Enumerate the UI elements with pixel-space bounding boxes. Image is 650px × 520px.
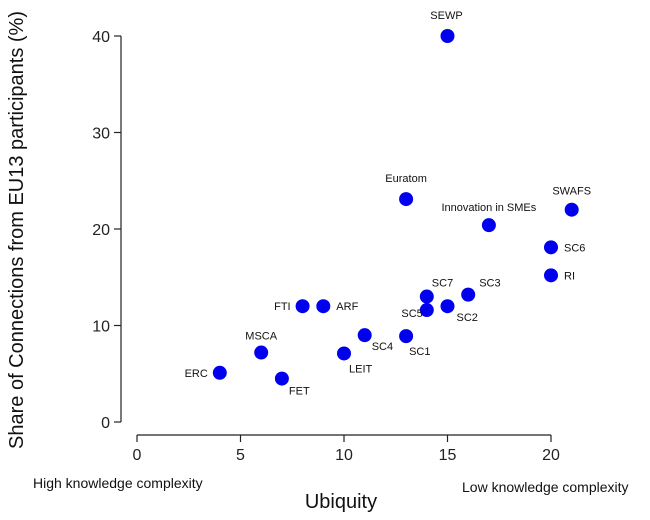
data-point <box>419 303 434 318</box>
data-point-label: SC1 <box>409 346 430 358</box>
y-tick-label: 30 <box>92 126 110 143</box>
x-axis-title: Ubiquity <box>305 491 377 513</box>
data-points <box>212 29 579 386</box>
y-axis-title: Share of Connections from EU13 participa… <box>6 11 28 449</box>
data-point-label: Euratom <box>385 173 427 185</box>
data-point <box>357 328 372 343</box>
point-labels: SEWP Euratom SWAFS Innovation in SMEs SC6 RI S… <box>185 10 591 398</box>
x-tick-label: 20 <box>542 447 560 464</box>
data-point <box>544 240 558 255</box>
data-point <box>440 299 455 314</box>
data-point-label: SC5 <box>401 308 422 320</box>
data-point <box>419 289 434 304</box>
y-tick-label: 40 <box>92 29 110 46</box>
data-point <box>440 29 455 43</box>
data-point <box>316 299 331 314</box>
data-point-label: ERC <box>185 368 208 380</box>
data-point <box>212 365 227 380</box>
data-point <box>274 371 289 386</box>
data-point-label: SC4 <box>372 341 393 353</box>
data-point-label: RI <box>564 270 575 282</box>
axes: 0 5 10 15 20 0 10 20 30 40 <box>92 29 560 464</box>
data-point <box>399 192 414 207</box>
data-point-label: FTI <box>274 301 291 313</box>
data-point <box>254 345 269 360</box>
data-point-label: SWAFS <box>552 186 591 198</box>
data-point <box>564 202 579 217</box>
x-tick-label: 15 <box>439 447 457 464</box>
data-point-label: FET <box>289 386 310 398</box>
annotation-high-complexity: High knowledge complexity <box>33 475 203 491</box>
data-point <box>544 268 558 283</box>
annotation-low-complexity: Low knowledge complexity <box>462 479 629 495</box>
data-point-label: ARF <box>336 301 358 313</box>
data-point <box>399 329 414 344</box>
y-tick-label: 10 <box>92 319 110 336</box>
data-point-label: SC6 <box>564 242 585 254</box>
y-tick-label: 0 <box>101 415 110 432</box>
data-point <box>337 346 351 361</box>
data-point-label: LEIT <box>349 363 373 375</box>
data-point-label: SEWP <box>430 10 462 22</box>
data-point-label: MSCA <box>245 331 277 343</box>
y-tick-label: 20 <box>92 222 110 239</box>
x-tick-label: 0 <box>133 447 142 464</box>
data-point <box>461 287 476 302</box>
data-point-label: SC3 <box>479 278 500 290</box>
data-point-label: SC7 <box>432 278 453 290</box>
x-tick-label: 10 <box>335 447 353 464</box>
x-tick-label: 5 <box>236 447 245 464</box>
data-point-label: SC2 <box>457 312 478 324</box>
data-point-label: Innovation in SMEs <box>442 202 537 214</box>
data-point <box>481 218 496 233</box>
data-point <box>295 299 310 314</box>
